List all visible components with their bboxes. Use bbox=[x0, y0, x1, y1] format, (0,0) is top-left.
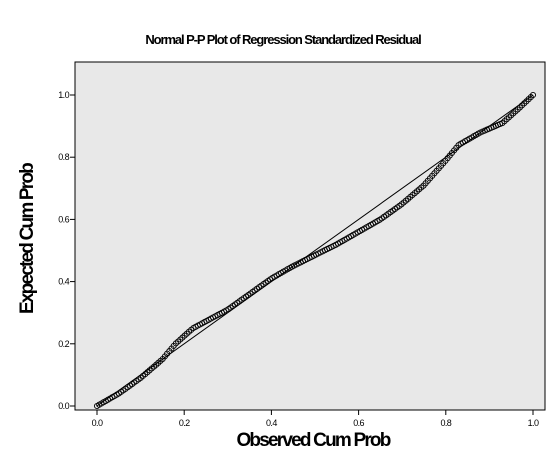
y-axis: 0.0 0.2 0.4 0.6 0.8 1.0 bbox=[58, 90, 75, 411]
y-tick-label: 0.2 bbox=[58, 339, 69, 349]
y-tick-label: 0.6 bbox=[58, 214, 69, 224]
y-axis-label: Expected Cum Prob bbox=[17, 163, 38, 314]
data-point bbox=[516, 104, 523, 111]
data-points bbox=[93, 91, 537, 410]
data-point bbox=[529, 91, 537, 99]
chart-title: Normal P-P Plot of Regression Standardiz… bbox=[145, 32, 421, 47]
x-axis-label: Observed Cum Prob bbox=[236, 430, 390, 451]
plot-area bbox=[74, 61, 546, 411]
x-axis: 0.0 0.2 0.4 0.6 0.8 1.0 bbox=[92, 410, 540, 428]
x-tick-label: 0.6 bbox=[353, 418, 364, 428]
y-tick-label: 0.4 bbox=[58, 277, 69, 287]
x-tick-label: 0.4 bbox=[266, 418, 277, 428]
x-tick-label: 0.2 bbox=[179, 418, 190, 428]
x-tick-label: 0.8 bbox=[440, 418, 451, 428]
x-tick-label: 1.0 bbox=[528, 418, 539, 428]
y-tick-label: 0.0 bbox=[58, 401, 69, 411]
y-tick-label: 1.0 bbox=[58, 90, 69, 100]
x-tick-label: 0.0 bbox=[92, 418, 103, 428]
y-tick-label: 0.8 bbox=[58, 152, 69, 162]
